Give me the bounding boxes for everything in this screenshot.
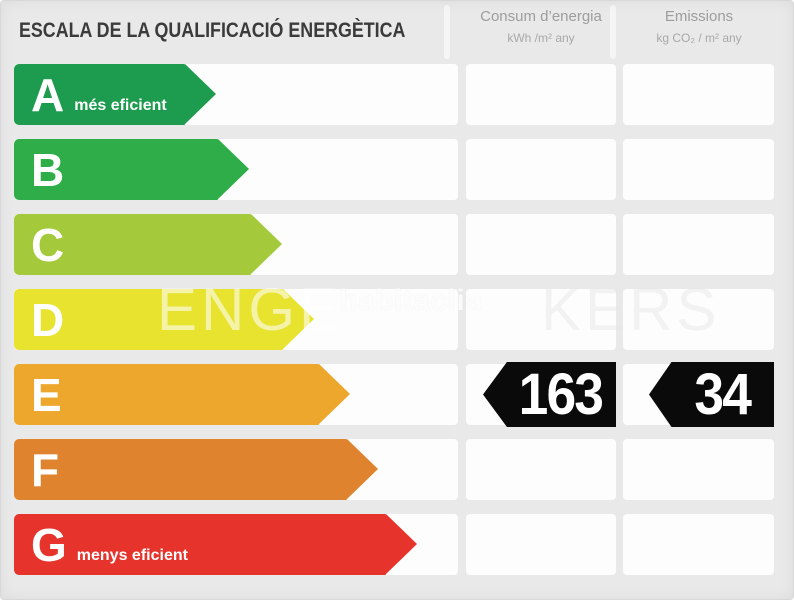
grade-letter: G xyxy=(31,518,67,571)
consum-rating-tag: 163 xyxy=(483,362,616,427)
grade-arrow: G menys eficient xyxy=(14,514,417,575)
emissions-cell xyxy=(623,514,774,575)
emissions-rating-value: 34 xyxy=(694,361,752,427)
grade-letter: D xyxy=(31,293,65,346)
efficiency-note: més eficient xyxy=(74,96,167,114)
grade-arrow: E xyxy=(14,364,350,425)
consum-cell xyxy=(466,139,616,200)
scale-row-e: 163 34 E xyxy=(14,362,782,427)
scale-row-a: A més eficient xyxy=(14,64,782,125)
header-divider xyxy=(444,5,450,59)
emissions-rating-tag: 34 xyxy=(649,362,774,427)
grade-arrow: F xyxy=(14,439,378,500)
consum-cell xyxy=(466,514,616,575)
consum-rating-value: 163 xyxy=(518,361,604,427)
grade-arrow: A més eficient xyxy=(14,64,216,125)
scale-row-d: D xyxy=(14,289,782,350)
scale-row-g: G menys eficient xyxy=(14,514,782,575)
column-header-consum: Consum d’energia kWh /m² any xyxy=(459,8,623,45)
consum-cell xyxy=(466,214,616,275)
consum-cell: 163 xyxy=(466,362,616,427)
efficiency-note: menys eficient xyxy=(76,546,188,564)
grade-arrow: D xyxy=(14,289,314,350)
emissions-cell xyxy=(623,64,774,125)
header-divider xyxy=(610,5,616,59)
page-title: ESCALA DE LA QUALIFICACIÓ ENERGÈTICA xyxy=(19,19,406,42)
scale-row-c: C xyxy=(14,214,782,275)
grade-letter: B xyxy=(31,143,65,196)
scale-row-b: B xyxy=(14,139,782,200)
grade-letter: F xyxy=(31,443,60,496)
consum-header-unit: kWh /m² any xyxy=(507,31,575,45)
consum-header-label: Consum d’energia xyxy=(480,8,602,25)
emissions-header-unit: kg CO₂ / m² any xyxy=(656,31,742,45)
consum-cell xyxy=(466,439,616,500)
consum-cell xyxy=(466,289,616,350)
grade-letter: A xyxy=(31,68,65,121)
emissions-header-label: Emissions xyxy=(664,8,734,25)
emissions-cell xyxy=(623,139,774,200)
column-header-emissions: Emissions kg CO₂ / m² any xyxy=(619,8,779,45)
emissions-cell xyxy=(623,289,774,350)
emissions-cell xyxy=(623,214,774,275)
grade-arrow: B xyxy=(14,139,249,200)
grade-letter: E xyxy=(31,368,62,421)
grade-letter: C xyxy=(31,218,65,271)
consum-cell xyxy=(466,64,616,125)
emissions-cell: 34 xyxy=(623,362,774,427)
scale-row-f: F xyxy=(14,439,782,500)
grade-arrow: C xyxy=(14,214,282,275)
emissions-cell xyxy=(623,439,774,500)
